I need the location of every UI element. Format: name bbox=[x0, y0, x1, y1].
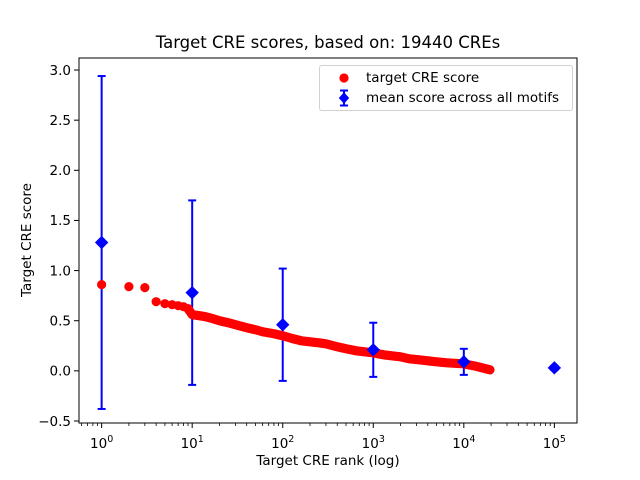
y-tick-label: 1.5 bbox=[50, 213, 71, 229]
target-score-point bbox=[140, 283, 150, 293]
x-axis-label: Target CRE rank (log) bbox=[256, 453, 400, 469]
chart-title: Target CRE scores, based on: 19440 CREs bbox=[155, 33, 501, 52]
legend-entry-mean-score: mean score across all motifs bbox=[330, 88, 572, 108]
x-tick-label: 100 bbox=[90, 434, 113, 452]
legend: target CRE score mean score across all m… bbox=[319, 65, 573, 111]
y-tick-label: −0.5 bbox=[38, 414, 71, 430]
legend-blue-diamond bbox=[338, 92, 350, 104]
target-score-point bbox=[151, 297, 161, 307]
y-axis-label: Target CRE score bbox=[19, 183, 35, 297]
target-score-point bbox=[160, 299, 170, 309]
y-tick-label: 0.0 bbox=[50, 364, 71, 380]
mean-score-diamond bbox=[366, 343, 380, 357]
legend-entry-target-score: target CRE score bbox=[330, 68, 572, 88]
legend-red-dot bbox=[339, 73, 349, 83]
y-tick-label: 3.0 bbox=[50, 63, 71, 79]
x-tick-label: 104 bbox=[452, 434, 475, 452]
y-tick-label: 2.0 bbox=[50, 163, 71, 179]
legend-label: mean score across all motifs bbox=[366, 90, 560, 106]
target-score-point bbox=[124, 282, 134, 292]
blue-diamond-errorbar-marker-icon bbox=[338, 89, 350, 107]
x-tick-label: 102 bbox=[271, 434, 294, 452]
mean-score-diamond bbox=[276, 318, 290, 332]
red-circle-marker-icon bbox=[339, 73, 349, 83]
target-score-band bbox=[183, 304, 495, 375]
x-tick-label: 101 bbox=[181, 434, 204, 452]
legend-label: target CRE score bbox=[366, 70, 480, 86]
mean-score-diamond bbox=[94, 235, 109, 250]
y-tick-label: 0.5 bbox=[50, 314, 71, 330]
x-tick-label: 105 bbox=[543, 434, 566, 452]
target-score-point bbox=[183, 304, 193, 314]
y-tick-label: 1.0 bbox=[50, 263, 71, 279]
x-tick-label: 103 bbox=[362, 434, 385, 452]
mean-score-diamond bbox=[185, 285, 199, 300]
mean-score-diamond bbox=[457, 355, 471, 369]
axes-frame bbox=[78, 57, 578, 424]
y-tick-label: 2.5 bbox=[50, 113, 71, 129]
mean-score-diamond bbox=[547, 361, 562, 375]
target-score-point bbox=[97, 280, 107, 290]
